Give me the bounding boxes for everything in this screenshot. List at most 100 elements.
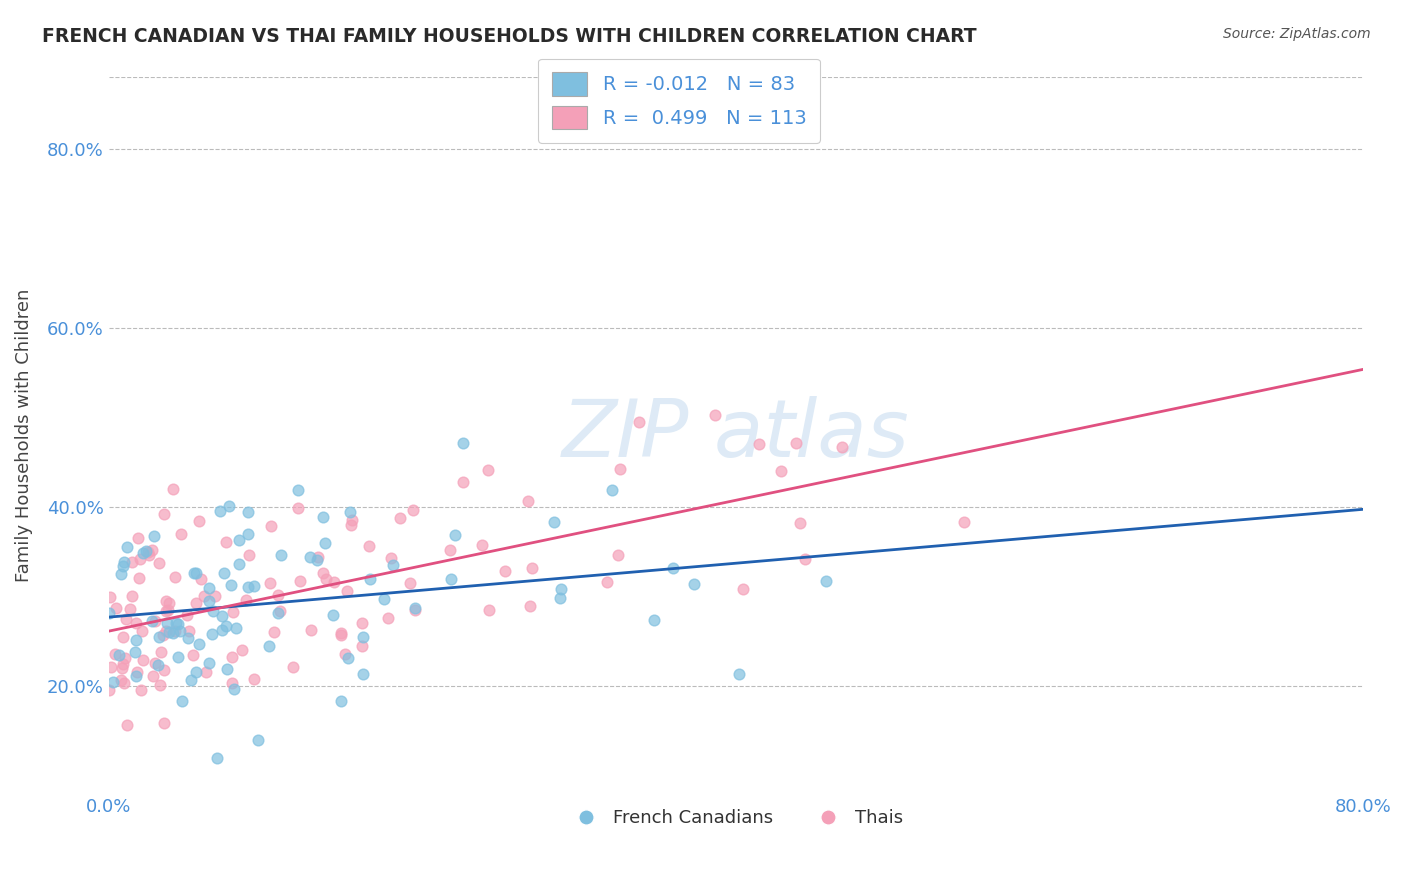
- Thais: [215, 534, 238, 549]
- Thais: [100, 659, 122, 673]
- French Canadians: [198, 593, 221, 607]
- French Canadians: [97, 606, 120, 620]
- Thais: [177, 624, 200, 639]
- Thais: [333, 648, 356, 662]
- Thais: [193, 590, 215, 604]
- Thais: [184, 596, 207, 610]
- Thais: [155, 594, 177, 608]
- Thais: [259, 518, 281, 533]
- Thais: [221, 649, 243, 664]
- French Canadians: [183, 566, 205, 580]
- Thais: [315, 572, 337, 586]
- Thais: [377, 610, 399, 624]
- Thais: [104, 600, 127, 615]
- Thais: [138, 548, 160, 562]
- Thais: [235, 592, 257, 607]
- Thais: [288, 574, 311, 588]
- Thais: [307, 549, 329, 564]
- French Canadians: [322, 607, 344, 622]
- French Canadians: [247, 733, 270, 747]
- Thais: [340, 513, 363, 527]
- French Canadians: [135, 543, 157, 558]
- Thais: [221, 676, 243, 690]
- French Canadians: [373, 591, 395, 606]
- French Canadians: [187, 637, 209, 651]
- French Canadians: [165, 615, 187, 630]
- Thais: [194, 665, 217, 679]
- French Canadians: [352, 667, 374, 681]
- French Canadians: [270, 548, 292, 562]
- French Canadians: [125, 669, 148, 683]
- Thais: [785, 435, 807, 450]
- Thais: [128, 571, 150, 585]
- Thais: [121, 555, 143, 569]
- Thais: [143, 656, 166, 670]
- Thais: [352, 615, 374, 630]
- Thais: [494, 564, 516, 578]
- Thais: [155, 624, 177, 638]
- French Canadians: [201, 627, 224, 641]
- Thais: [478, 603, 501, 617]
- Text: Source: ZipAtlas.com: Source: ZipAtlas.com: [1223, 27, 1371, 41]
- Thais: [153, 715, 176, 730]
- Thais: [148, 557, 170, 571]
- French Canadians: [311, 510, 333, 524]
- Thais: [263, 624, 285, 639]
- Thais: [439, 543, 461, 558]
- French Canadians: [243, 579, 266, 593]
- French Canadians: [352, 630, 374, 644]
- Thais: [794, 552, 817, 566]
- Thais: [136, 545, 159, 559]
- Thais: [176, 608, 198, 623]
- Thais: [153, 664, 176, 678]
- French Canadians: [198, 581, 221, 595]
- French Canadians: [167, 649, 190, 664]
- French Canadians: [169, 624, 191, 638]
- Thais: [204, 589, 226, 603]
- Thais: [596, 574, 619, 589]
- Thais: [149, 645, 172, 659]
- Thais: [238, 548, 260, 562]
- Thais: [299, 623, 322, 637]
- French Canadians: [219, 578, 242, 592]
- French Canadians: [205, 750, 228, 764]
- Thais: [152, 508, 174, 522]
- French Canadians: [108, 648, 131, 663]
- Thais: [162, 483, 184, 497]
- Thais: [170, 527, 193, 541]
- Thais: [129, 682, 152, 697]
- French Canadians: [257, 639, 280, 653]
- Thais: [789, 516, 811, 531]
- French Canadians: [124, 645, 146, 659]
- Thais: [121, 589, 143, 603]
- Thais: [124, 615, 146, 630]
- French Canadians: [177, 631, 200, 645]
- French Canadians: [550, 582, 572, 597]
- Thais: [952, 515, 974, 529]
- French Canadians: [110, 567, 132, 582]
- French Canadians: [661, 561, 683, 575]
- Thais: [380, 551, 402, 566]
- French Canadians: [209, 504, 232, 518]
- Thais: [141, 543, 163, 558]
- Thais: [352, 639, 374, 653]
- Thais: [402, 503, 425, 517]
- Thais: [157, 603, 180, 617]
- French Canadians: [212, 566, 235, 580]
- Thais: [242, 672, 264, 686]
- Thais: [114, 651, 136, 665]
- French Canadians: [222, 681, 245, 696]
- Thais: [111, 657, 134, 671]
- Thais: [112, 675, 135, 690]
- Thais: [131, 624, 153, 639]
- French Canadians: [236, 580, 259, 594]
- Thais: [129, 552, 152, 566]
- Thais: [477, 463, 499, 477]
- Thais: [97, 682, 120, 697]
- Thais: [110, 673, 132, 687]
- French Canadians: [112, 555, 135, 569]
- French Canadians: [266, 606, 288, 620]
- Thais: [190, 572, 212, 586]
- French Canadians: [146, 658, 169, 673]
- French Canadians: [600, 483, 623, 497]
